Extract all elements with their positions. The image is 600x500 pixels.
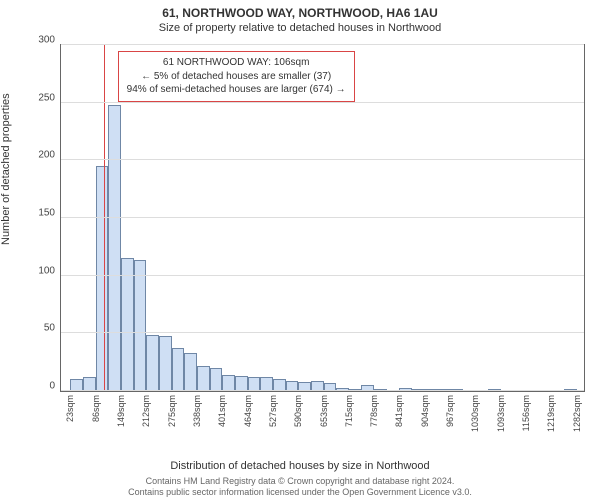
histogram-bar <box>83 377 96 391</box>
x-tick-label: 527sqm <box>268 391 278 427</box>
x-tick-label: 715sqm <box>344 391 354 427</box>
annotation-line-1: 61 NORTHWOOD WAY: 106sqm <box>127 56 346 70</box>
grid-line <box>61 275 584 276</box>
histogram-bar <box>248 377 261 391</box>
license-text: Contains HM Land Registry data © Crown c… <box>0 476 600 499</box>
x-tick-label: 1282sqm <box>572 391 582 432</box>
x-tick-label: 23sqm <box>65 391 75 422</box>
histogram-bar <box>184 353 197 391</box>
histogram-bar <box>197 366 210 391</box>
y-tick-label: 100 <box>38 265 61 276</box>
x-tick-label: 1219sqm <box>546 391 556 432</box>
x-tick-label: 86sqm <box>91 391 101 422</box>
annotation-box: 61 NORTHWOOD WAY: 106sqm ← 5% of detache… <box>118 51 355 102</box>
x-tick-label: 967sqm <box>445 391 455 427</box>
y-tick-label: 0 <box>49 381 61 392</box>
grid-line <box>61 44 584 45</box>
histogram-bar <box>235 376 248 391</box>
x-tick-label: 401sqm <box>217 391 227 427</box>
chart-container: 61, NORTHWOOD WAY, NORTHWOOD, HA6 1AU Si… <box>0 0 600 500</box>
plot-area: 61 NORTHWOOD WAY: 106sqm ← 5% of detache… <box>60 44 585 392</box>
y-tick-label: 50 <box>44 323 61 334</box>
x-tick-label: 841sqm <box>394 391 404 427</box>
x-tick-label: 1030sqm <box>470 391 480 432</box>
histogram-bar <box>121 258 134 391</box>
grid-line <box>61 159 584 160</box>
x-tick-label: 212sqm <box>141 391 151 427</box>
annotation-line-3: 94% of semi-detached houses are larger (… <box>127 83 346 97</box>
reference-line <box>104 45 105 391</box>
x-tick-label: 1093sqm <box>496 391 506 432</box>
y-tick-label: 150 <box>38 208 61 219</box>
chart-subtitle: Size of property relative to detached ho… <box>0 22 600 34</box>
grid-line <box>61 217 584 218</box>
y-tick-label: 200 <box>38 150 61 161</box>
histogram-bar <box>172 348 185 391</box>
x-tick-label: 778sqm <box>369 391 379 427</box>
y-tick-label: 250 <box>38 92 61 103</box>
histogram-bar <box>210 368 223 391</box>
annotation-line-2: ← 5% of detached houses are smaller (37) <box>127 70 346 84</box>
x-tick-label: 149sqm <box>116 391 126 427</box>
x-tick-label: 275sqm <box>167 391 177 427</box>
chart-title: 61, NORTHWOOD WAY, NORTHWOOD, HA6 1AU <box>0 6 600 20</box>
histogram-bar <box>222 375 235 391</box>
x-axis-label: Distribution of detached houses by size … <box>0 460 600 472</box>
histogram-bar <box>159 336 172 391</box>
x-tick-label: 590sqm <box>293 391 303 427</box>
license-line-2: Contains public sector information licen… <box>0 487 600 498</box>
x-tick-label: 338sqm <box>192 391 202 427</box>
y-tick-label: 300 <box>38 35 61 46</box>
histogram-bar <box>260 377 273 391</box>
license-line-1: Contains HM Land Registry data © Crown c… <box>0 476 600 487</box>
grid-line <box>61 332 584 333</box>
x-tick-label: 1156sqm <box>521 391 531 431</box>
histogram-bar <box>146 335 159 392</box>
x-tick-label: 653sqm <box>319 391 329 427</box>
grid-line <box>61 102 584 103</box>
x-tick-label: 904sqm <box>420 391 430 427</box>
histogram-bar <box>108 105 121 391</box>
histogram-bar <box>134 260 147 391</box>
histogram-bar <box>96 166 109 391</box>
x-tick-label: 464sqm <box>243 391 253 427</box>
y-axis-label: Number of detached properties <box>0 93 12 245</box>
